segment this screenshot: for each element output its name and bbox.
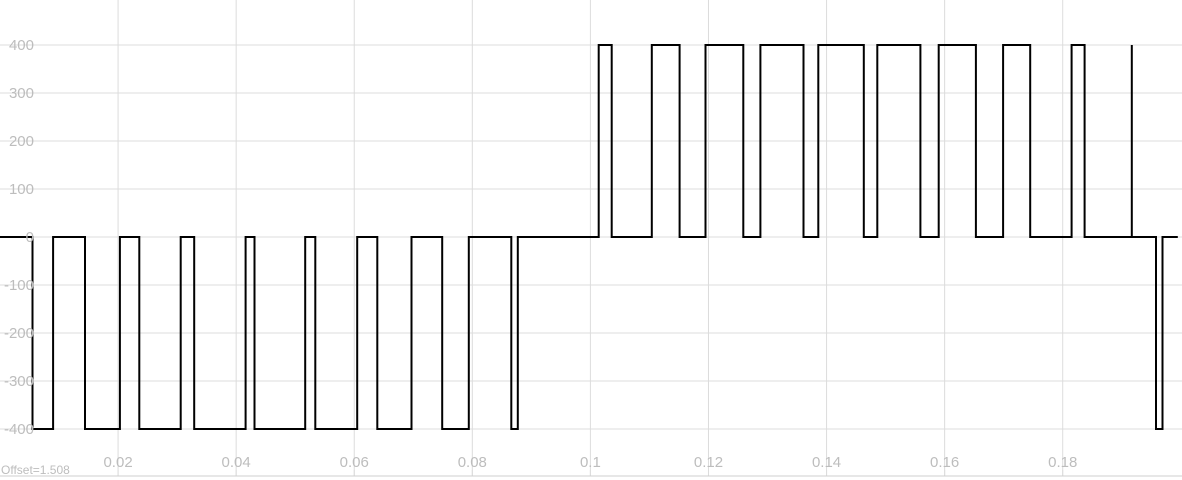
time-offset-label: Offset=1.508 bbox=[1, 463, 70, 477]
y-tick-label: 400 bbox=[9, 37, 34, 54]
x-tick-label: 0.14 bbox=[812, 454, 841, 471]
x-tick-label: 0.18 bbox=[1048, 454, 1077, 471]
x-tick-label: 0.1 bbox=[580, 454, 601, 471]
signal-series-line bbox=[0, 44, 1178, 430]
y-tick-label: 100 bbox=[9, 181, 34, 198]
x-tick-label: 0.04 bbox=[222, 454, 251, 471]
y-tick-label: -200 bbox=[4, 325, 34, 342]
x-tick-label: 0.16 bbox=[930, 454, 959, 471]
x-tick-label: 0.06 bbox=[340, 454, 369, 471]
y-tick-label: -100 bbox=[4, 277, 34, 294]
x-tick-labels: 0.02 0.04 0.06 0.08 0.1 0.12 0.14 0.16 0.18 bbox=[103, 454, 1077, 471]
x-tick-label: 0.12 bbox=[694, 454, 723, 471]
y-tick-label: -300 bbox=[4, 373, 34, 390]
y-tick-label: -400 bbox=[4, 421, 34, 438]
y-tick-label: 200 bbox=[9, 133, 34, 150]
x-tick-label: 0.08 bbox=[458, 454, 487, 471]
x-tick-label: 0.02 bbox=[103, 454, 132, 471]
y-tick-labels: 400 300 200 100 0 -100 -200 -300 -400 bbox=[4, 37, 34, 438]
series-layer bbox=[0, 44, 1178, 430]
y-tick-label: 300 bbox=[9, 85, 34, 102]
y-tick-label: 0 bbox=[26, 229, 34, 246]
